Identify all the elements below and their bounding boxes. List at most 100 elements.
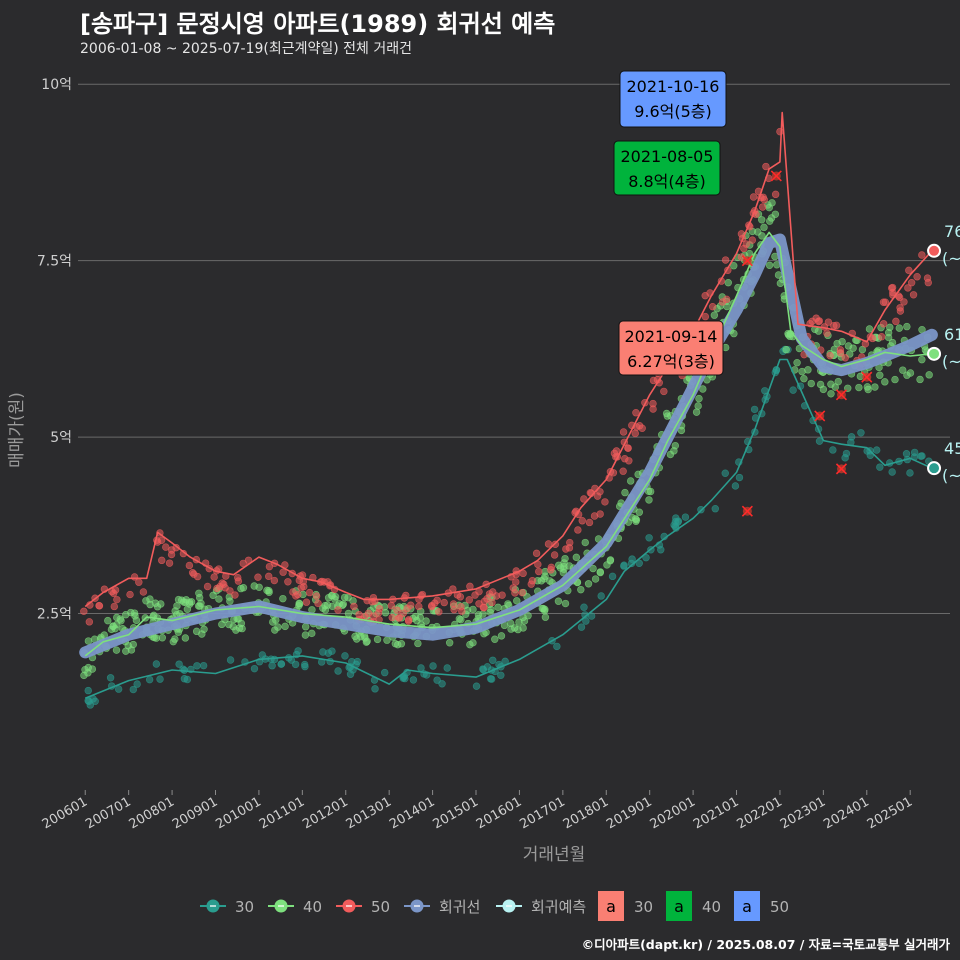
scatter-point-40 [146, 600, 154, 609]
scatter-point-40 [510, 624, 519, 632]
scatter-point-40 [677, 426, 686, 435]
scatter-point-50 [457, 603, 465, 611]
scatter-point-40 [192, 627, 201, 636]
callout-price: 9.6억(5층) [634, 102, 712, 121]
scatter-point-40 [131, 612, 139, 620]
scatter-point-30 [597, 592, 605, 600]
scatter-point-40 [351, 632, 359, 641]
endpoint-area-label: (~30㎡) [942, 466, 960, 485]
series-lines [79, 111, 938, 700]
y-tick-label: 5억 [50, 430, 72, 446]
scatter-point-30 [906, 469, 914, 477]
chart-subtitle: 2006-01-08 ~ 2025-07-19(최근계약일) 전체 거래건 [80, 41, 412, 57]
scatter-point-50 [550, 551, 559, 559]
scatter-point-40 [635, 508, 644, 516]
scatter-point-50 [619, 467, 627, 475]
scatter-point-40 [584, 580, 593, 588]
scatter-point-30 [672, 514, 680, 522]
scatter-point-30 [226, 656, 235, 664]
cross-marker [861, 371, 873, 383]
scatter-point-50 [172, 543, 180, 552]
scatter-point-40 [760, 223, 768, 232]
scatter-point-30 [608, 572, 617, 581]
scatter-point-40 [724, 278, 732, 287]
scatter-point-40 [666, 450, 675, 459]
scatter-point-30 [433, 676, 441, 684]
callout-50: 2021-10-16 9.6억(5층) [619, 70, 727, 128]
legend-label: 회귀선 [439, 898, 480, 916]
scatter-point-40 [804, 366, 812, 374]
scatter-point-50 [877, 333, 886, 341]
scatter-point-40 [855, 383, 863, 392]
x-tick-label: 202401 [821, 794, 871, 832]
scatter-point-40 [295, 602, 303, 610]
legend-box [734, 891, 760, 921]
scatter-point-40 [692, 408, 701, 416]
scatter-point-40 [541, 605, 549, 614]
scatter-point-40 [834, 377, 842, 386]
scatter-point-50 [158, 556, 166, 565]
scatter-point-50 [900, 298, 908, 306]
scatter-point-40 [561, 554, 569, 563]
scatter-point-50 [126, 590, 134, 599]
scatter-point-40 [565, 562, 573, 570]
scatter-point-50 [826, 351, 834, 360]
scatter-point-30 [287, 656, 296, 664]
scatter-point-40 [169, 637, 178, 646]
legend-item-7: a 50 [734, 891, 789, 921]
scatter-point-40 [127, 646, 136, 654]
scatter-point-50 [387, 601, 396, 610]
scatter-point-30 [483, 663, 492, 671]
scatter-point-50 [836, 346, 845, 354]
scatter-point-50 [374, 609, 383, 617]
scatter-point-50 [403, 604, 411, 613]
scatter-point-40 [888, 338, 897, 347]
scatter-point-50 [449, 585, 457, 593]
scatter-point-40 [572, 553, 581, 562]
scatter-point-50 [742, 240, 750, 248]
legend-item-4: 회귀예측 [496, 898, 586, 916]
scatter-point-50 [350, 602, 358, 611]
scatter-point-50 [721, 256, 730, 264]
scatter-point-50 [590, 512, 599, 520]
scatter-point-50 [95, 602, 104, 610]
scatter-point-40 [195, 589, 203, 597]
scatter-point-50 [279, 568, 287, 576]
scatter-point-50 [776, 127, 784, 136]
scatter-point-50 [404, 617, 413, 625]
callout-box [618, 320, 724, 376]
scatter-point-50 [213, 584, 221, 593]
scatter-point-50 [435, 608, 443, 616]
legend-item-6: a 40 [666, 891, 721, 921]
scatter-point-30 [876, 463, 884, 471]
scatter-point-40 [234, 615, 243, 623]
scatter-point-50 [440, 598, 448, 607]
scatter-point-50 [649, 405, 657, 413]
svg-text:a: a [606, 897, 616, 916]
scatter-point-40 [891, 375, 899, 384]
series-line-50 [84, 111, 933, 608]
scatter-point-50 [895, 293, 904, 302]
scatter-point-40 [308, 629, 316, 638]
scatter-point-40 [265, 587, 273, 595]
scatter-point-50 [631, 429, 639, 438]
scatter-point-40 [237, 584, 245, 593]
scatter-point-50 [193, 572, 202, 581]
scatter-point-50 [601, 498, 609, 506]
scatter-point-50 [621, 455, 629, 463]
scatter-point-40 [694, 402, 702, 410]
scatter-point-50 [512, 578, 520, 586]
scatter-point-50 [85, 618, 94, 626]
scatter-point-40 [344, 609, 353, 618]
x-tick-label: 201601 [474, 794, 524, 832]
scatter-point-50 [113, 595, 121, 604]
x-tick-label: 202101 [691, 794, 741, 832]
cross-marker [835, 389, 848, 401]
scatter-point-30 [371, 685, 379, 693]
scatter-point-40 [884, 328, 893, 337]
callout-40: 2021-08-05 8.8억(4층) [613, 140, 721, 196]
scatter-point-40 [457, 616, 465, 624]
x-tick-label: 202001 [648, 794, 698, 832]
scatter-point-40 [903, 322, 911, 331]
scatter-point-40 [916, 375, 924, 384]
